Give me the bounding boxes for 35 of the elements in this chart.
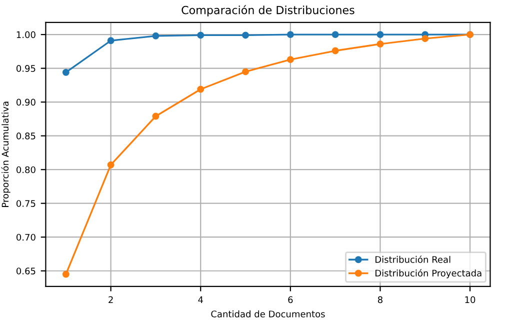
y-tick-label: 1.00 [16, 31, 36, 38]
point [62, 270, 70, 278]
point [286, 31, 294, 38]
point [197, 86, 204, 93]
point [422, 35, 429, 42]
y-axis-title: Proporción Acumulativa [1, 102, 10, 207]
point [332, 31, 339, 38]
x-tick-label: 4 [198, 296, 203, 303]
x-tick-label: 2 [108, 296, 113, 303]
y-tick-label: 0.90 [16, 98, 36, 106]
point [197, 32, 204, 39]
legend-label: Distribución Proyectada [376, 269, 482, 278]
point [152, 32, 160, 40]
point [242, 32, 249, 39]
y-tick-label: 0.65 [16, 268, 36, 274]
point [152, 112, 160, 120]
x-axis-title: Cantidad de Documentos [211, 310, 325, 318]
point [332, 47, 339, 54]
y-tick-label: 0.85 [16, 132, 36, 140]
legend-label: Distribución Real [376, 256, 450, 263]
point [107, 37, 114, 44]
point [242, 68, 249, 76]
x-tick-label: 6 [288, 296, 293, 304]
y-tick-label: 0.75 [16, 200, 36, 207]
point [107, 161, 114, 168]
x-tick-label: 8 [378, 296, 382, 304]
y-tick-label: 0.80 [16, 166, 36, 174]
point [286, 56, 294, 64]
x-tick-label: 10 [465, 296, 476, 304]
y-tick-label: 0.95 [16, 65, 36, 72]
point [376, 31, 384, 38]
point [376, 40, 384, 48]
chart-title: Comparación de Distribuciones [182, 5, 354, 16]
point [62, 68, 70, 76]
y-tick-label: 0.70 [16, 234, 36, 241]
